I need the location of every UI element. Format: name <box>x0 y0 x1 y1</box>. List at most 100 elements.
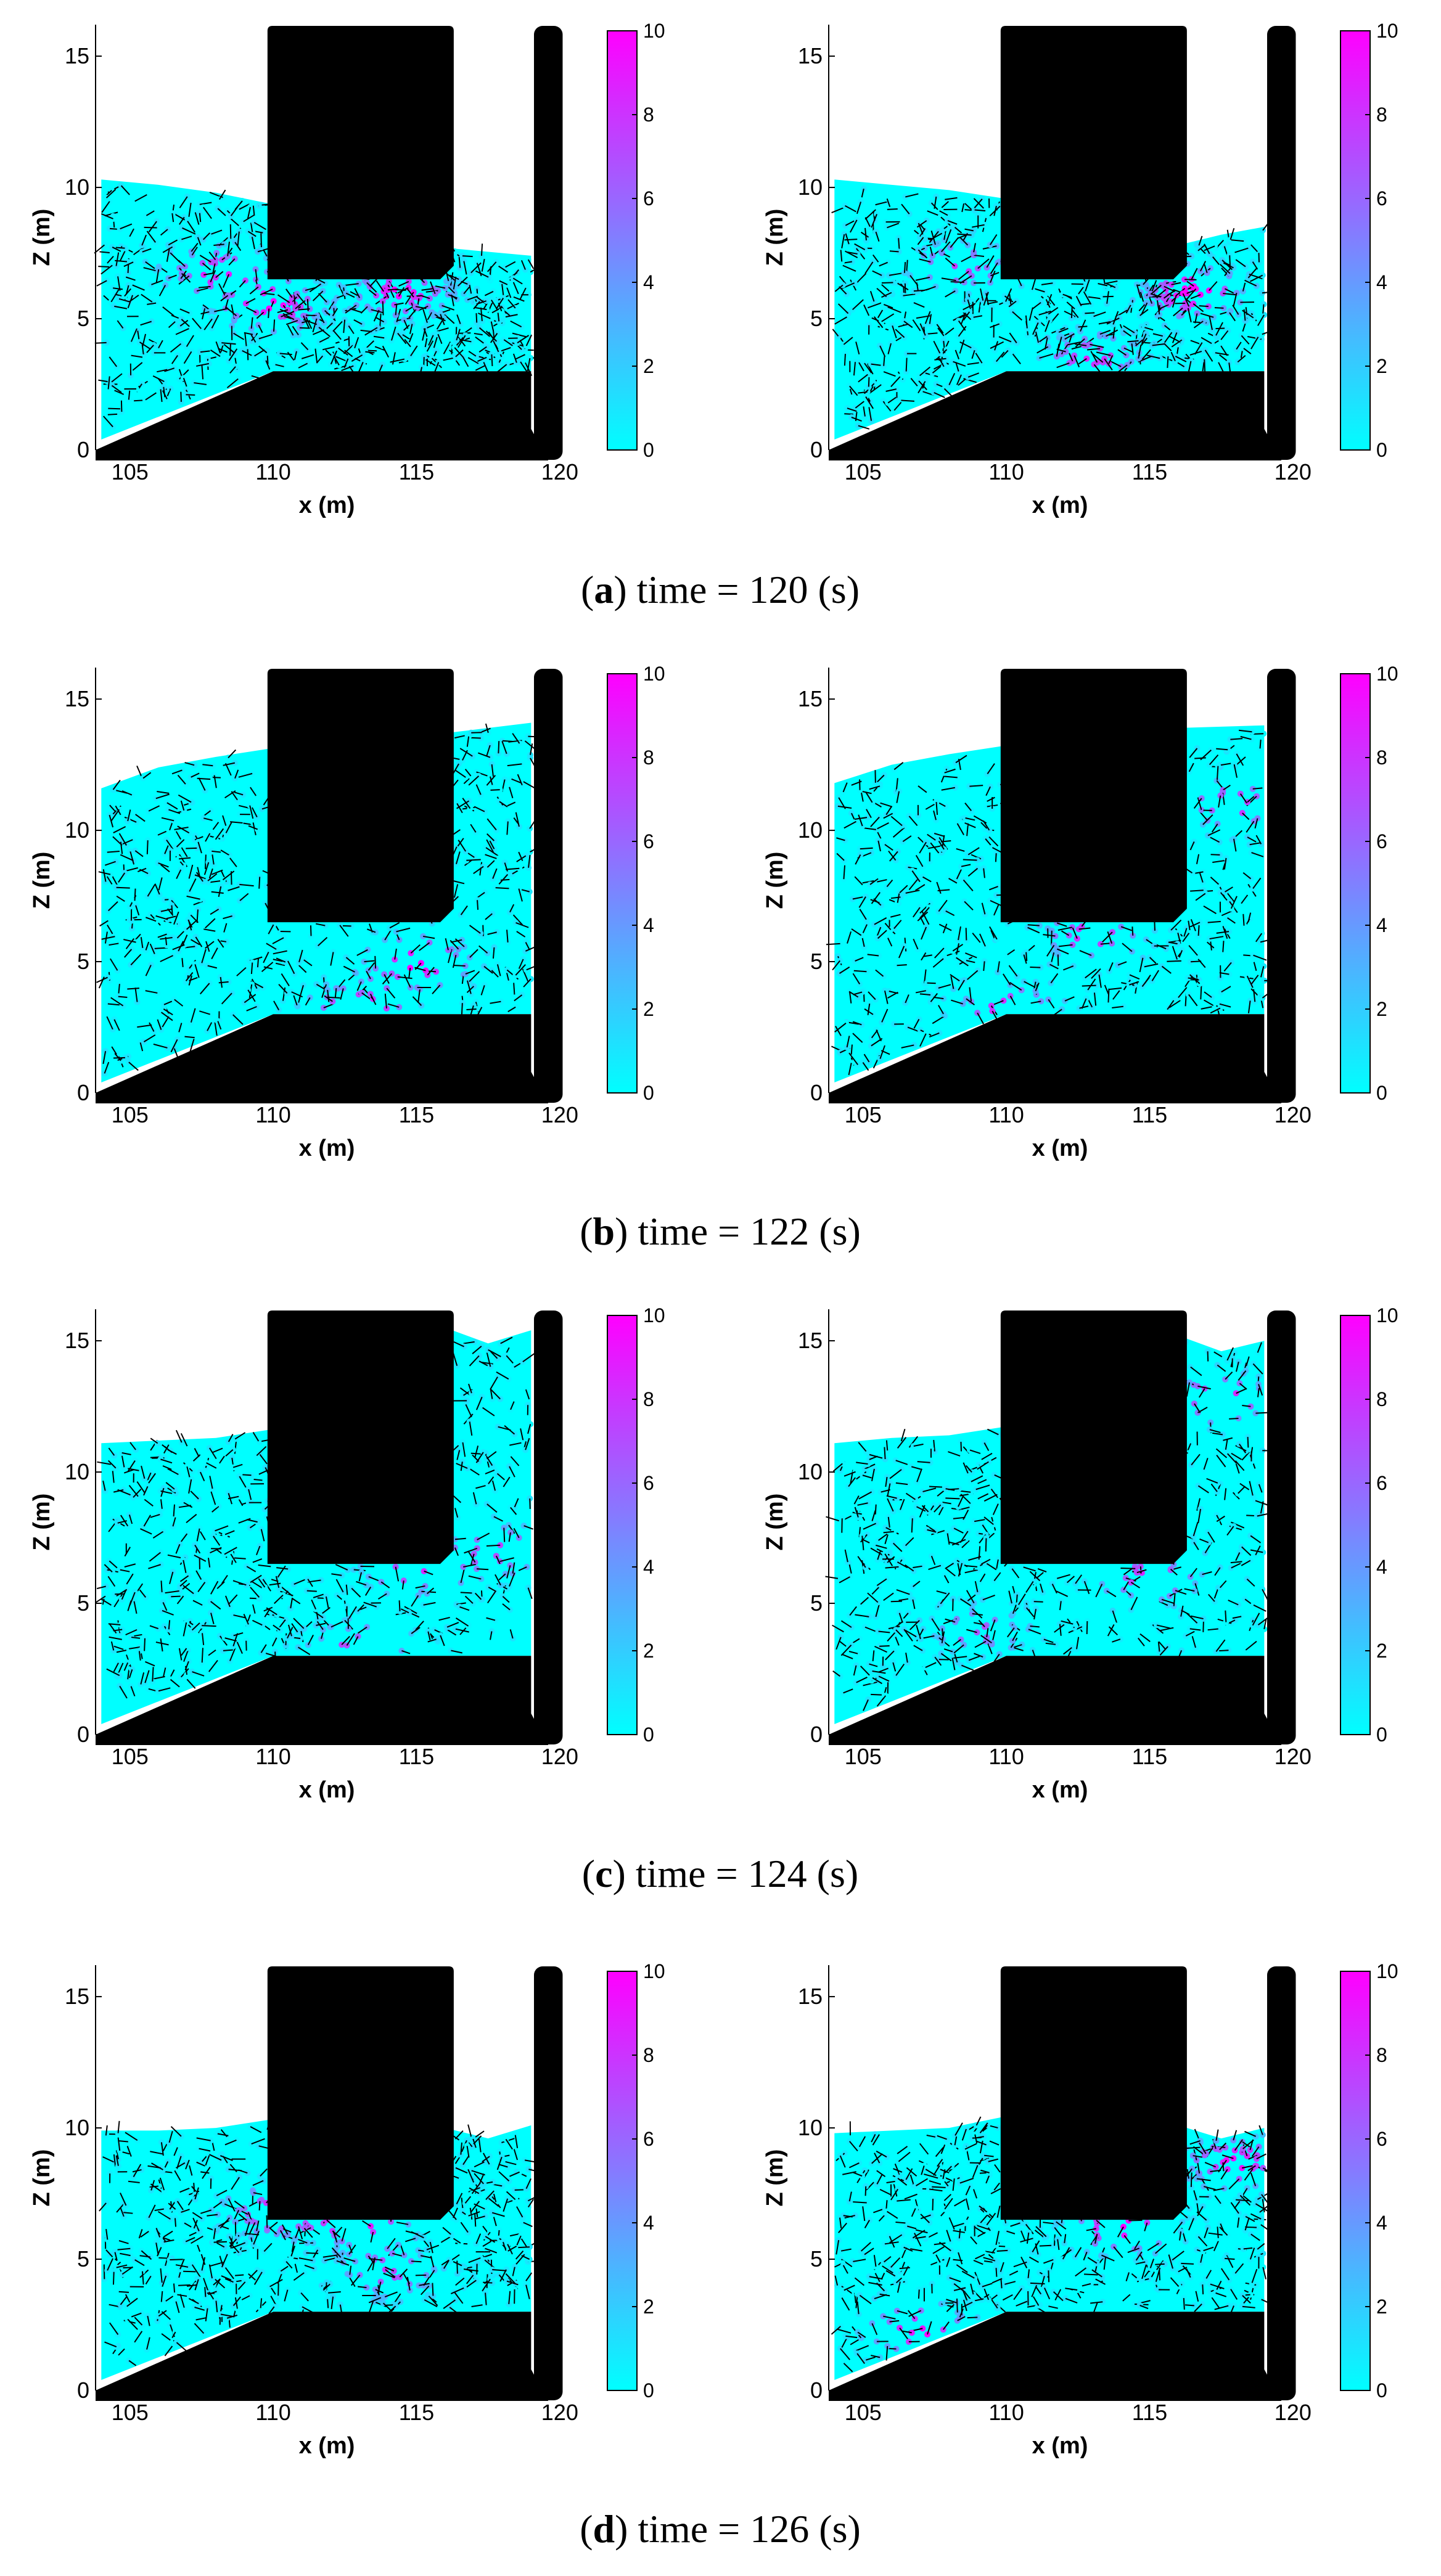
colorbar-tick-label: 10 <box>1376 663 1398 685</box>
right-wall <box>534 26 563 460</box>
y-tick-label: 0 <box>810 437 823 462</box>
velocity-arrow <box>478 346 487 353</box>
velocity-arrow <box>171 213 174 223</box>
velocity-arrow <box>1057 954 1059 966</box>
velocity-arrow <box>208 251 216 261</box>
velocity-arrow <box>354 337 359 349</box>
y-axis-label: Z (m) <box>29 852 55 909</box>
colorbar-tick-label: 10 <box>643 663 665 685</box>
x-tick-label: 115 <box>1132 1102 1167 1127</box>
velocity-arrow <box>229 343 231 356</box>
velocity-arrow <box>186 847 197 849</box>
velocity-arrow <box>1204 359 1206 373</box>
velocity-arrow <box>117 320 124 329</box>
velocity-arrow <box>316 355 324 364</box>
velocity-arrow <box>298 362 308 369</box>
velocity-arrow <box>469 284 472 294</box>
velocity-arrow <box>285 288 293 298</box>
velocity-arrow <box>485 330 498 342</box>
velocity-arrow <box>187 221 195 233</box>
velocity-arrow <box>406 287 414 298</box>
velocity-arrow <box>146 210 155 216</box>
right-wall <box>1267 669 1296 1103</box>
velocity-arrow <box>247 231 257 237</box>
velocity-arrow <box>198 285 211 288</box>
colorbar-tick-label: 8 <box>1376 104 1387 126</box>
velocity-arrow <box>158 340 163 349</box>
velocity-arrow <box>410 345 418 356</box>
velocity-arrow <box>420 295 430 300</box>
velocity-arrow <box>181 319 190 327</box>
velocity-arrow <box>250 317 253 329</box>
velocity-arrow <box>887 208 898 210</box>
velocity-arrow <box>501 284 504 297</box>
colorbar-tick-label: 4 <box>1376 914 1387 936</box>
velocity-arrow <box>451 295 454 306</box>
velocity-arrow <box>131 354 143 358</box>
velocity-arrow <box>285 319 298 325</box>
velocity-arrow <box>113 287 123 290</box>
velocity-arrow <box>471 732 482 734</box>
velocity-arrow <box>211 314 220 329</box>
velocity-arrow <box>425 290 438 293</box>
y-tick-label: 10 <box>65 174 89 200</box>
velocity-arrow <box>107 256 114 264</box>
velocity-arrow <box>517 335 530 344</box>
velocity-arrow <box>255 269 258 281</box>
velocity-arrow <box>210 349 221 357</box>
velocity-arrow <box>170 252 181 263</box>
velocity-arrow <box>212 263 216 274</box>
velocity-arrow <box>263 292 275 295</box>
velocity-arrow <box>147 302 157 305</box>
velocity-arrow <box>1167 960 1181 962</box>
velocity-arrow <box>281 311 295 317</box>
velocity-arrow <box>319 337 330 343</box>
velocity-arrow <box>330 350 338 365</box>
velocity-arrow <box>466 1008 477 1011</box>
velocity-arrow <box>512 353 517 363</box>
velocity-arrow <box>229 366 236 374</box>
velocity-arrow <box>117 276 121 291</box>
right-wall <box>534 669 563 1103</box>
velocity-arrow <box>318 293 327 303</box>
velocity-arrow <box>228 348 238 361</box>
velocity-arrow <box>110 289 120 303</box>
velocity-arrow <box>303 315 310 329</box>
velocity-arrow <box>322 346 335 351</box>
velocity-arrow <box>292 325 299 335</box>
velocity-arrow <box>168 321 176 329</box>
x-tick-label: 105 <box>845 1102 882 1127</box>
velocity-arrow <box>456 314 461 324</box>
velocity-arrow <box>519 287 527 300</box>
velocity-arrow <box>306 1590 317 1592</box>
velocity-arrow <box>180 270 187 279</box>
velocity-arrow <box>303 319 318 325</box>
velocity-arrow <box>295 299 307 309</box>
velocity-arrow <box>120 223 133 230</box>
velocity-arrow <box>983 961 985 971</box>
velocity-arrow <box>449 274 459 280</box>
velocity-arrow <box>191 242 199 252</box>
velocity-arrow <box>234 242 242 251</box>
velocity-arrow <box>217 208 226 216</box>
velocity-arrow <box>202 1625 216 1627</box>
x-tick-label: 120 <box>541 1102 578 1127</box>
velocity-arrow <box>1025 952 1028 962</box>
velocity-arrow <box>247 206 251 219</box>
velocity-arrow <box>199 255 211 263</box>
velocity-arrow <box>194 382 207 385</box>
velocity-arrow <box>245 1640 247 1651</box>
velocity-arrow <box>186 335 194 347</box>
velocity-arrow <box>404 292 414 305</box>
velocity-arrow <box>333 355 340 366</box>
pontoon-block <box>1000 26 1187 280</box>
y-tick-label: 15 <box>798 43 823 68</box>
velocity-arrow <box>477 313 491 319</box>
velocity-arrow <box>376 317 385 323</box>
velocity-arrow <box>188 202 192 217</box>
velocity-arrow <box>398 280 409 287</box>
y-axis-label: Z (m) <box>762 209 788 266</box>
velocity-arrow <box>390 358 405 363</box>
velocity-arrow <box>191 247 198 256</box>
